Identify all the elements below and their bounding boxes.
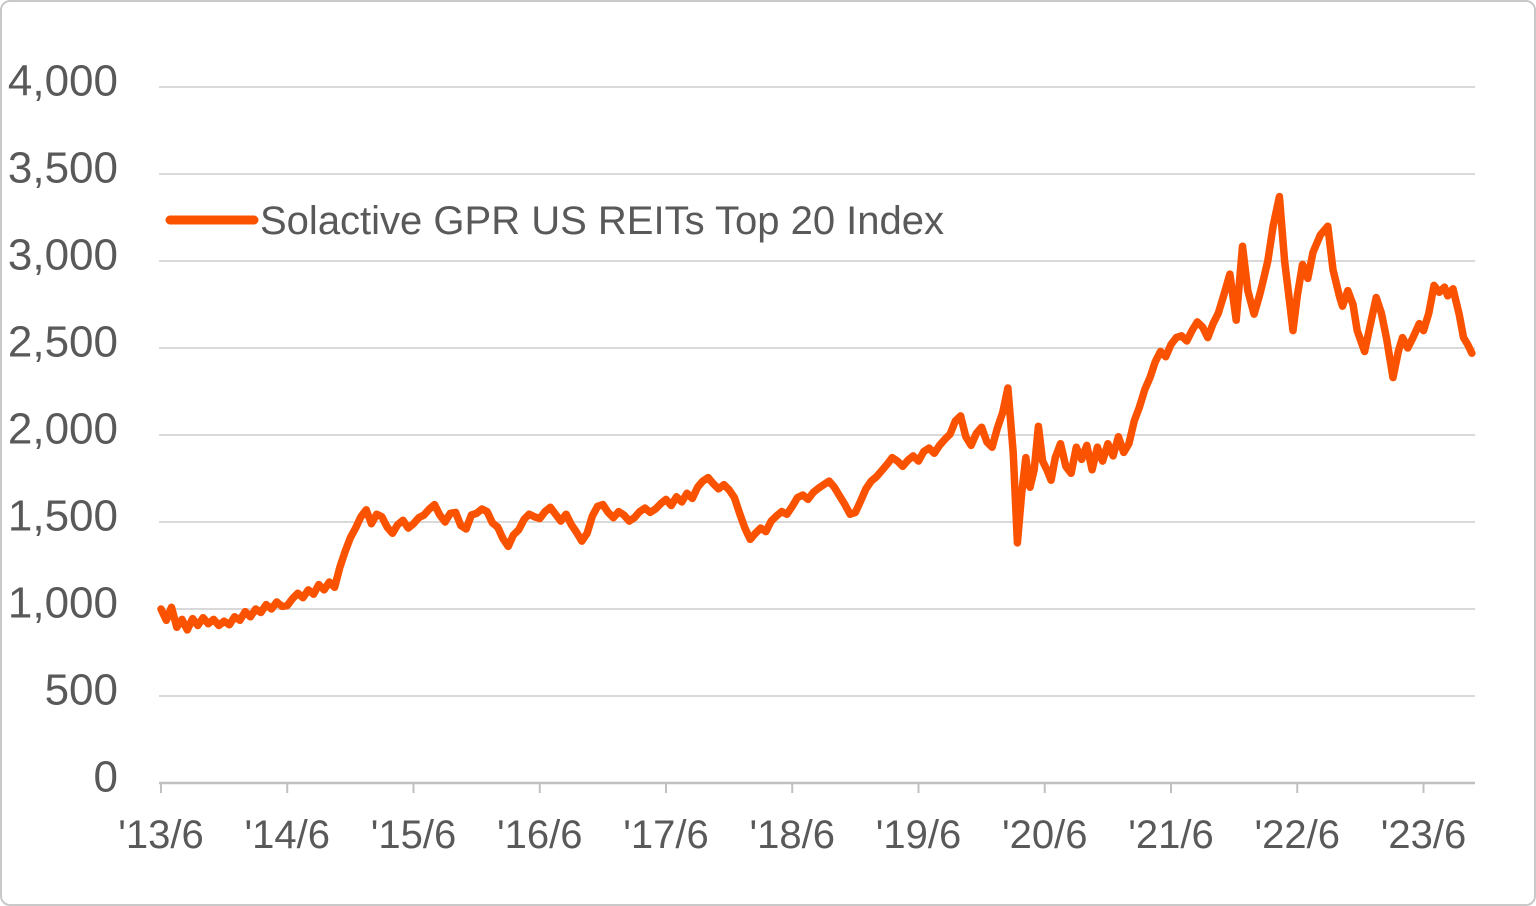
y-tick-label: 1,000 (8, 579, 118, 628)
x-tick-label: '13/6 (118, 813, 204, 857)
x-tick-label: '19/6 (876, 813, 962, 857)
x-axis-tick-labels: '13/6 '14/6 '15/6 '16/6 '17/6 '18/6 '19/6 '20/6… (118, 813, 1466, 857)
x-tick-label: '15/6 (371, 813, 457, 857)
y-tick-label: 2,000 (8, 405, 118, 454)
y-tick-label: 500 (45, 666, 118, 715)
x-tick-label: '14/6 (245, 813, 331, 857)
y-tick-label: 2,500 (8, 318, 118, 367)
x-tick-label: '16/6 (497, 813, 583, 857)
y-tick-label: 3,000 (8, 231, 118, 280)
y-tick-label: 0 (94, 753, 118, 802)
x-tick-label: '23/6 (1381, 813, 1467, 857)
x-axis-ticks (160, 783, 1425, 793)
x-tick-label: '18/6 (750, 813, 836, 857)
x-tick-label: '22/6 (1255, 813, 1341, 857)
series-line-solactive-gpr-us-reits-top-20-index (157, 192, 1476, 634)
y-tick-label: 1,500 (8, 492, 118, 541)
y-axis-tick-labels: 0 500 1,000 1,500 2,000 2,500 3,000 3,500 4,000 (8, 57, 118, 802)
legend: Solactive GPR US REITs Top 20 Index (165, 199, 944, 243)
y-tick-label: 3,500 (8, 144, 118, 193)
gridlines (159, 86, 1475, 697)
x-tick-label: '17/6 (623, 813, 709, 857)
y-tick-label: 4,000 (8, 57, 118, 106)
x-tick-label: '21/6 (1128, 813, 1214, 857)
legend-label: Solactive GPR US REITs Top 20 Index (260, 199, 944, 243)
x-tick-label: '20/6 (1002, 813, 1088, 857)
